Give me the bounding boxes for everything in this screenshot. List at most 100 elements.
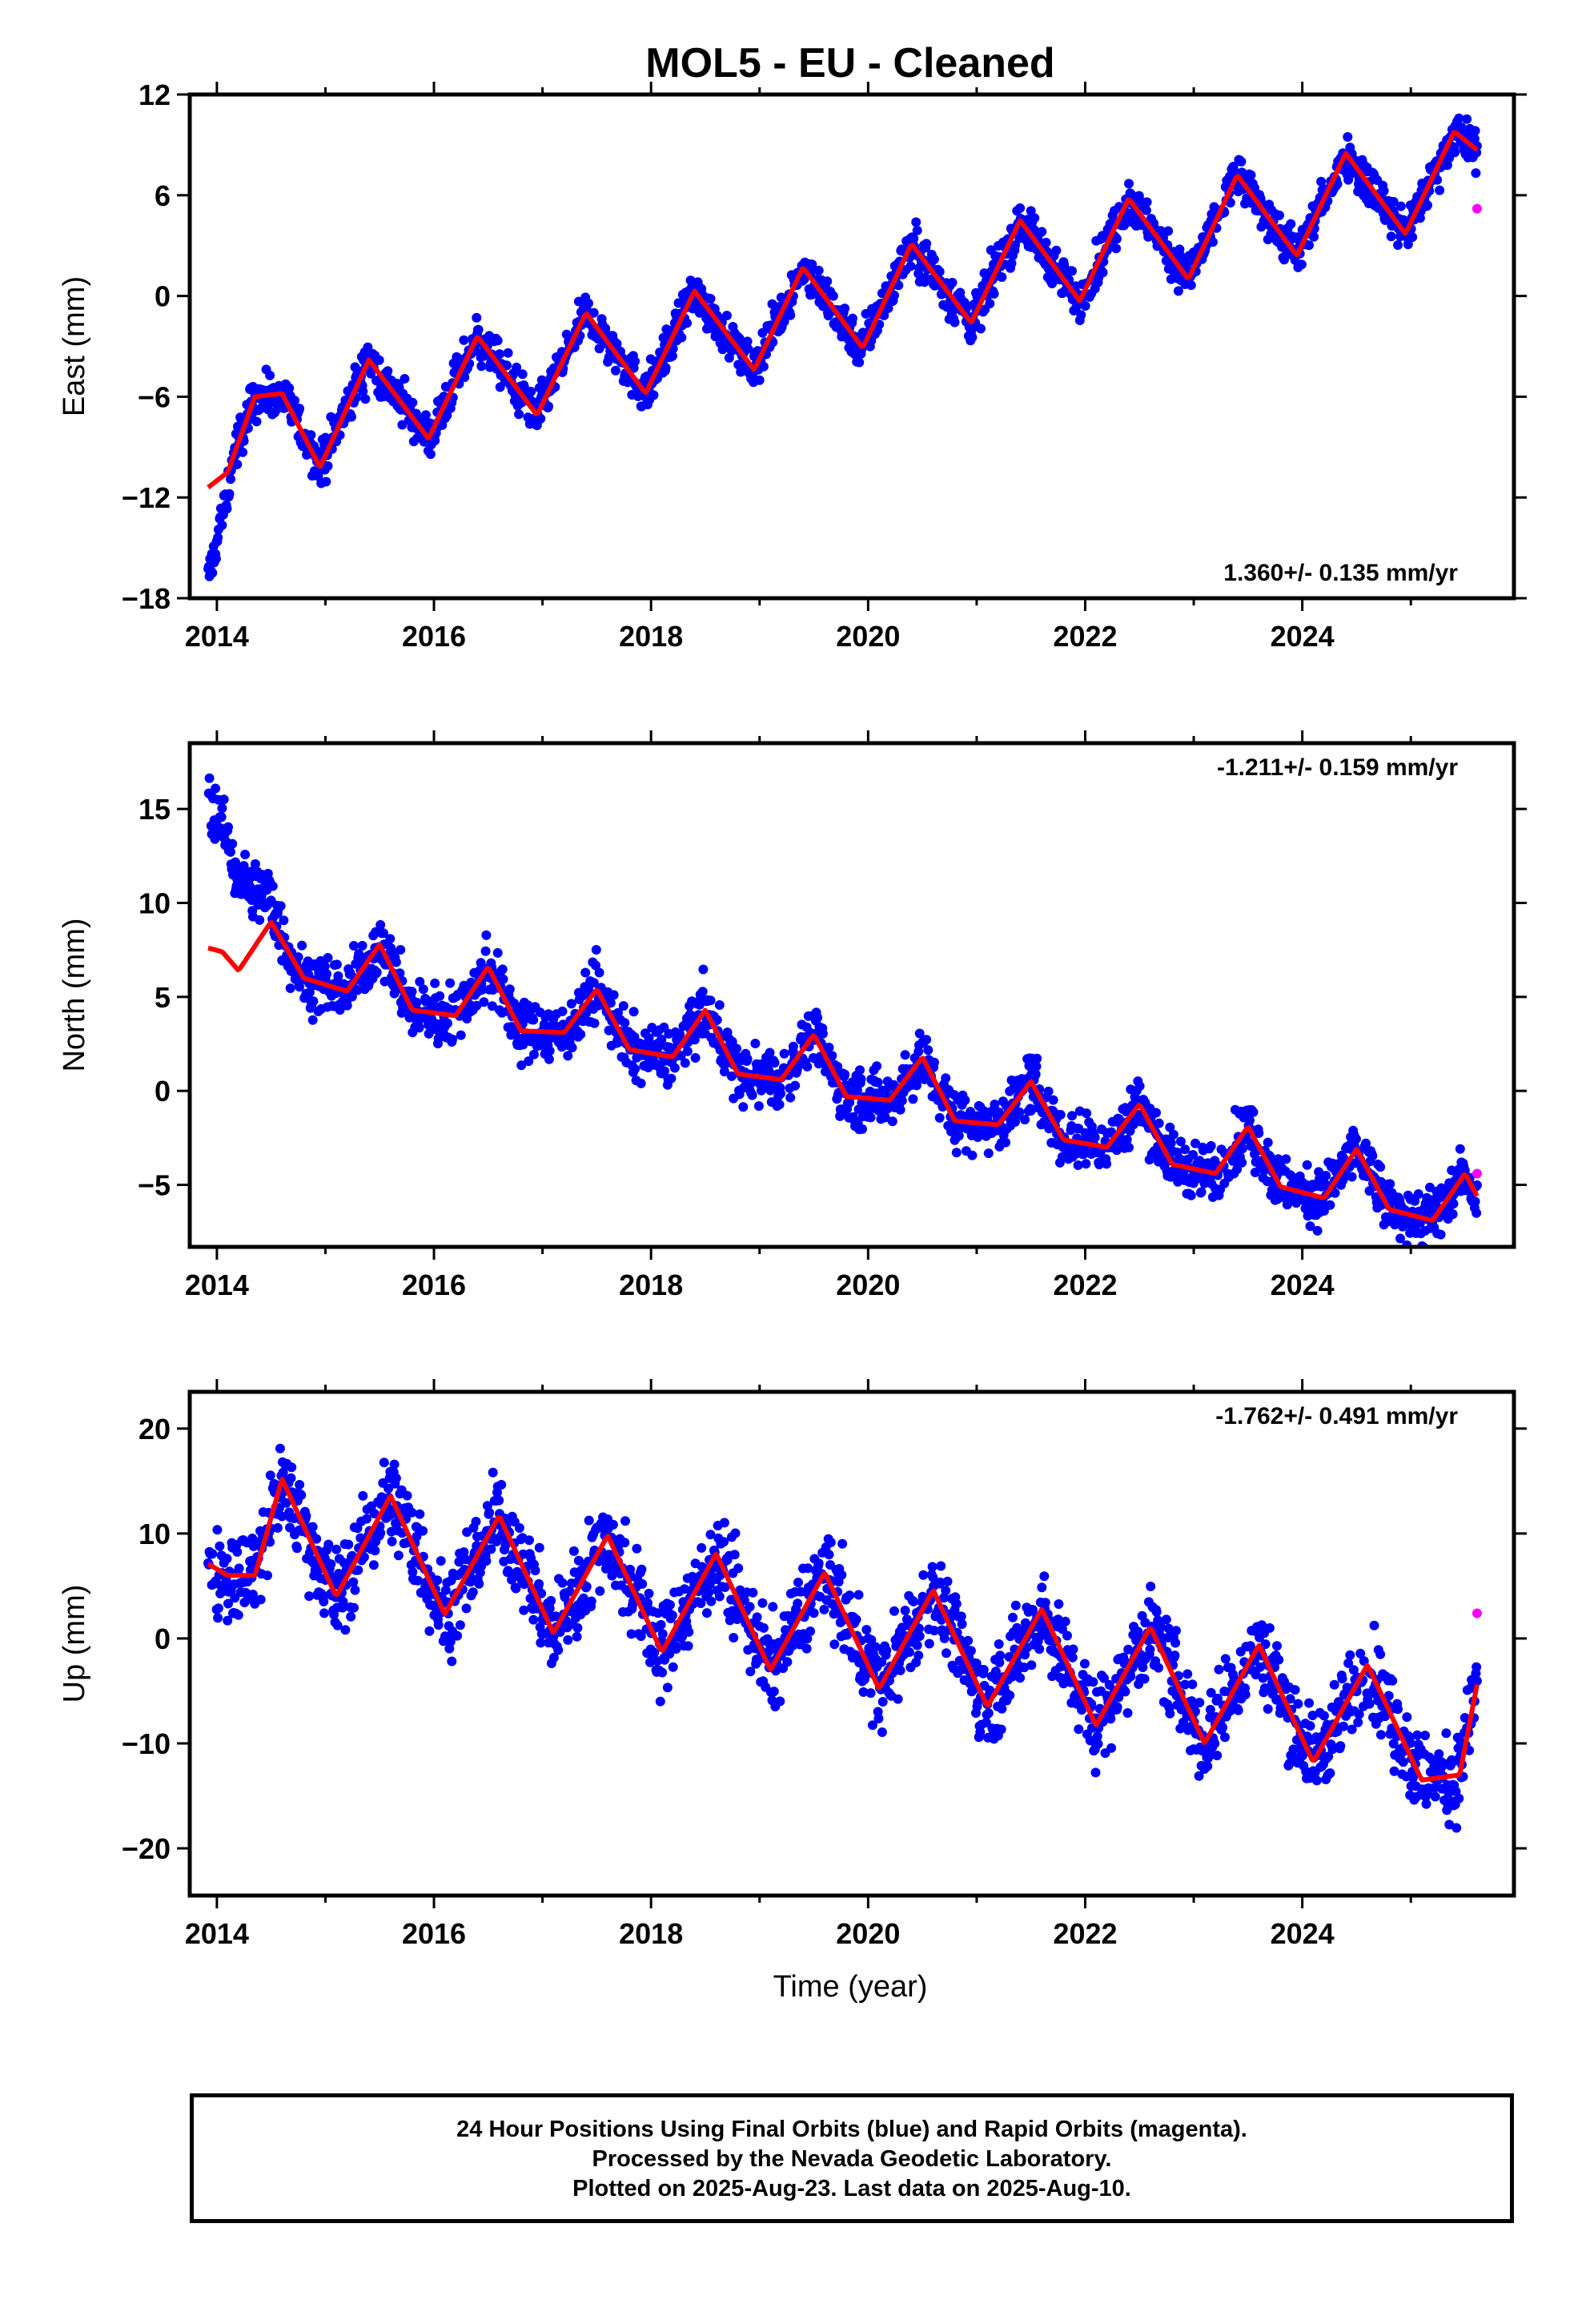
data-point	[544, 1054, 554, 1064]
data-point	[275, 1502, 285, 1513]
data-point	[528, 1614, 539, 1625]
data-point	[323, 460, 333, 471]
data-point	[729, 1550, 740, 1560]
data-point	[504, 984, 515, 995]
data-point	[580, 967, 591, 978]
data-point	[357, 940, 367, 951]
data-point	[657, 1629, 668, 1639]
data-point	[265, 370, 275, 380]
data-point	[1191, 1138, 1200, 1148]
data-point	[215, 1541, 225, 1551]
data-point	[412, 997, 422, 1007]
data-point	[656, 1034, 667, 1044]
data-point	[448, 1034, 458, 1044]
data-point	[413, 1575, 424, 1586]
data-point	[785, 1092, 796, 1103]
data-point	[263, 1570, 272, 1581]
data-point	[1124, 179, 1134, 189]
data-point	[1435, 185, 1445, 195]
data-point	[1314, 1167, 1324, 1177]
data-point	[484, 1507, 495, 1518]
data-point	[1165, 1122, 1175, 1132]
data-point	[732, 1043, 741, 1054]
data-point	[536, 1588, 547, 1598]
data-point	[432, 1575, 443, 1586]
data-point	[719, 1067, 729, 1077]
data-point	[788, 1041, 798, 1051]
data-point	[877, 1727, 887, 1737]
data-point	[436, 1556, 446, 1566]
data-point	[530, 1566, 540, 1576]
data-point	[996, 1724, 1006, 1735]
data-point	[1067, 1111, 1077, 1121]
data-point	[1388, 196, 1399, 207]
data-point	[275, 1443, 285, 1454]
data-point	[620, 1538, 630, 1548]
data-point	[941, 1586, 951, 1596]
data-point	[474, 1578, 484, 1589]
data-point	[873, 1714, 884, 1723]
data-point	[223, 1615, 233, 1626]
data-point	[340, 1625, 351, 1635]
data-point	[389, 1459, 400, 1470]
data-point	[430, 436, 440, 446]
data-point	[1237, 1157, 1247, 1168]
data-point	[914, 1631, 925, 1642]
data-point	[1102, 1159, 1112, 1169]
data-point	[950, 317, 960, 328]
data-point	[721, 311, 732, 320]
data-point	[347, 991, 357, 1002]
data-point	[867, 1720, 877, 1731]
data-point	[753, 1656, 763, 1667]
data-point	[1250, 183, 1259, 193]
data-point	[827, 1051, 837, 1061]
data-point	[1407, 232, 1418, 243]
data-point	[445, 978, 456, 988]
data-point	[348, 1577, 359, 1587]
data-point	[1051, 245, 1062, 255]
panels: 2014 2016 2018 2020 2022 20241260−6−12−18East…	[58, 78, 1527, 2004]
data-point	[265, 1470, 275, 1481]
data-point	[1080, 301, 1090, 311]
data-point	[361, 1514, 371, 1524]
data-point	[994, 1658, 1005, 1667]
x-tick-label: 2020	[836, 620, 900, 653]
data-point	[353, 1565, 363, 1575]
data-point	[738, 1102, 749, 1112]
data-point	[779, 316, 789, 327]
data-point	[433, 1620, 444, 1630]
data-point	[230, 1593, 240, 1603]
data-point	[912, 1640, 922, 1651]
data-point	[1395, 201, 1406, 211]
data-point	[594, 967, 604, 978]
data-point	[822, 276, 833, 287]
data-point	[536, 413, 546, 424]
data-point	[914, 1623, 924, 1634]
data-point	[872, 1061, 882, 1072]
data-point	[929, 1057, 939, 1068]
data-point	[1019, 1663, 1030, 1673]
data-point	[445, 1637, 456, 1647]
data-point	[564, 1586, 575, 1597]
data-point	[319, 1596, 329, 1606]
data-point	[588, 978, 599, 988]
data-point	[1124, 1142, 1134, 1152]
data-point	[750, 1039, 761, 1048]
data-point	[648, 390, 659, 400]
y-tick-label: 15	[139, 793, 171, 826]
data-point	[279, 915, 289, 926]
data-point	[210, 834, 220, 844]
data-point	[936, 1561, 946, 1571]
data-point	[905, 261, 916, 271]
data-point	[1309, 231, 1319, 242]
data-point	[1008, 1612, 1018, 1622]
data-point	[963, 1635, 974, 1646]
data-point	[307, 1522, 318, 1532]
data-point	[536, 1638, 546, 1648]
data-point	[935, 1577, 946, 1587]
data-point	[245, 881, 255, 891]
data-point	[1111, 1145, 1122, 1156]
data-point	[1073, 1160, 1083, 1170]
data-point	[851, 1614, 861, 1625]
data-point	[272, 1522, 283, 1533]
